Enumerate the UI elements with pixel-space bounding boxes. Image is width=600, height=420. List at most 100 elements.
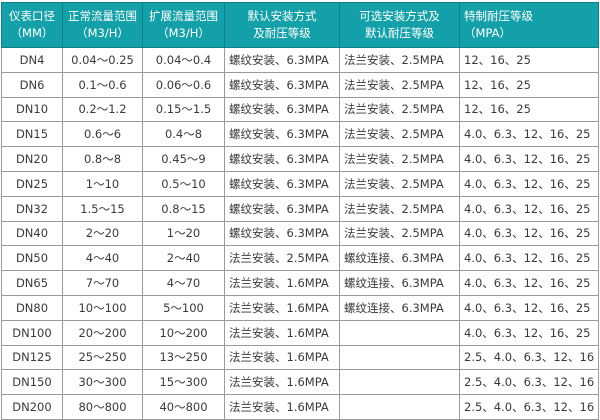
table-cell: 法兰安装、2.5MPA xyxy=(224,245,340,272)
header-text: （M3/H） xyxy=(76,26,129,40)
table-cell: 螺纹安装、6.3MPA xyxy=(224,220,340,247)
table-cell: 法兰安装、1.6MPA xyxy=(224,294,340,321)
table-cell: 螺纹安装、6.3MPA xyxy=(224,96,340,123)
table-cell: 4.0、6.3、12、16、25 xyxy=(459,170,599,197)
table-row: DN10 0.2～1.2 0.15～1.5 螺纹安装、6.3MPA 法兰安装、2.5MP… xyxy=(1,96,599,123)
table-cell: 法兰安装、1.6MPA xyxy=(224,319,340,346)
table-cell: 13～250 xyxy=(142,344,225,371)
table-cell: DN32 xyxy=(1,195,63,222)
table-cell: 法兰安装、1.6MPA xyxy=(224,394,340,420)
table-row: DN20 0.8～8 0.45～9 螺纹安装、6.3MPA 法兰安装、2.5MPA 4.0… xyxy=(1,146,599,172)
table-cell: 12、16、25 xyxy=(459,96,599,123)
table-cell: 40～800 xyxy=(142,394,225,420)
table-cell: DN15 xyxy=(1,121,63,148)
table-cell: 7～70 xyxy=(62,270,143,296)
table-cell: 螺纹安装、6.3MPA xyxy=(224,47,340,73)
table-row: DN32 1.5～15 0.8～15 螺纹安装、6.3MPA 法兰安装、2.5MPA 4.… xyxy=(1,195,599,222)
table-cell: 2.5、4.0、6.3、12、16 xyxy=(459,369,599,396)
table-cell: 0.6～6 xyxy=(62,121,143,148)
table-row: DN6 0.1～0.6 0.06～0.6 螺纹安装、6.3MPA 法兰安装、2.5MPA… xyxy=(1,71,599,98)
table-cell: 2～40 xyxy=(142,245,225,272)
header-default-install: 默认安装方式 及耐压等级 xyxy=(224,2,340,48)
table-cell: 1～10 xyxy=(62,170,143,197)
table-cell: 5～100 xyxy=(142,294,225,321)
table-cell: 15～300 xyxy=(142,369,225,396)
table-cell: 0.2～1.2 xyxy=(62,96,143,123)
table-cell: 0.1～0.6 xyxy=(62,71,143,98)
table-cell: 0.4～8 xyxy=(142,121,225,148)
table-cell: 10～200 xyxy=(142,319,225,346)
table-cell xyxy=(339,319,460,346)
table-cell: 法兰安装、2.5MPA xyxy=(339,220,460,247)
table-cell: 4.0、6.3、12、16、25 xyxy=(459,245,599,272)
table-cell: DN65 xyxy=(1,270,63,296)
table-cell: 0.04～0.25 xyxy=(62,47,143,73)
table-cell: 4.0、6.3、12、16、25 xyxy=(459,294,599,321)
table-cell: 80～800 xyxy=(62,394,143,420)
table-cell: DN50 xyxy=(1,245,63,272)
table-cell: 2.5、4.0、6.3、12、16 xyxy=(459,394,599,420)
table-cell: 法兰安装、2.5MPA xyxy=(339,71,460,98)
table-cell: DN25 xyxy=(1,170,63,197)
table-cell: DN150 xyxy=(1,369,63,396)
table-cell: 4～70 xyxy=(142,270,225,296)
table-cell: 螺纹安装、6.3MPA xyxy=(224,71,340,98)
table-row: DN4 0.04～0.25 0.04～0.4 螺纹安装、6.3MPA 法兰安装、2.5M… xyxy=(1,47,599,73)
table-cell: 法兰安装、2.5MPA xyxy=(339,170,460,197)
table-row: DN50 4～40 2～40 法兰安装、2.5MPA 螺纹连接、6.3MPA 4.0、6.… xyxy=(1,245,599,272)
table-row: DN40 2～20 1～20 螺纹安装、6.3MPA 法兰安装、2.5MPA 4.0、6.… xyxy=(1,220,599,247)
table-cell: DN100 xyxy=(1,319,63,346)
table-cell: 4.0、6.3、12、16、25 xyxy=(459,146,599,172)
table-cell: 法兰安装、2.5MPA xyxy=(339,96,460,123)
table-cell: DN6 xyxy=(1,71,63,98)
table-cell: DN80 xyxy=(1,294,63,321)
header-size: 仪表口径 （MM） xyxy=(1,2,63,48)
table-cell: 4.0、6.3、12、16、25 xyxy=(459,195,599,222)
table-cell: DN4 xyxy=(1,47,63,73)
table-cell: 0.04～0.4 xyxy=(142,47,225,73)
table-cell xyxy=(339,344,460,371)
table-cell xyxy=(339,394,460,420)
table-cell: 螺纹安装、6.3MPA xyxy=(224,121,340,148)
table-row: DN65 7～70 4～70 法兰安装、1.6MPA 螺纹连接、6.3MPA 4.0、6.… xyxy=(1,270,599,296)
table-cell: 0.8～8 xyxy=(62,146,143,172)
table-cell: 20～200 xyxy=(62,319,143,346)
table-row: DN80 10～100 5～100 法兰安装、1.6MPA 螺纹连接、6.3MPA 4.0… xyxy=(1,294,599,321)
header-text: 默认耐压等级 xyxy=(365,26,434,40)
table-cell: 螺纹安装、6.3MPA xyxy=(224,146,340,172)
header-extended-flow: 扩展流量范围 （M3/H） xyxy=(142,2,225,48)
table-cell: 4.0、6.3、12、16、25 xyxy=(459,121,599,148)
header-row: 仪表口径 （MM） 正常流量范围 （M3/H） 扩展流量范围 （M3/H） 默认安装方式 及耐… xyxy=(1,2,599,48)
table-cell: 螺纹连接、6.3MPA xyxy=(339,294,460,321)
header-text: 扩展流量范围 xyxy=(149,9,218,23)
table-row: DN150 30～300 15～300 法兰安装、1.6MPA 2.5、4.0、6.3、… xyxy=(1,369,599,396)
header-optional-install: 可选安装方式及 默认耐压等级 xyxy=(339,2,460,48)
table-cell: 螺纹连接、6.3MPA xyxy=(339,245,460,272)
table-row: DN100 20～200 10～200 法兰安装、1.6MPA 4.0、6.3、12、1… xyxy=(1,319,599,346)
table-cell: 法兰安装、1.6MPA xyxy=(224,369,340,396)
table-cell: DN40 xyxy=(1,220,63,247)
table-cell: 法兰安装、2.5MPA xyxy=(339,121,460,148)
table-cell: 12、16、25 xyxy=(459,47,599,73)
table-cell: 4.0、6.3、12、16、25 xyxy=(459,319,599,346)
header-normal-flow: 正常流量范围 （M3/H） xyxy=(62,2,143,48)
table-cell: 30～300 xyxy=(62,369,143,396)
table-row: DN200 80～800 40～800 法兰安装、1.6MPA 2.5、4.0、6.3、… xyxy=(1,394,599,420)
table-cell: 4.0、6.3、12、16、25 xyxy=(459,270,599,296)
table-cell: 法兰安装、1.6MPA xyxy=(224,344,340,371)
header-text: （MPA） xyxy=(464,26,511,40)
table-cell: 1.5～15 xyxy=(62,195,143,222)
table-cell: DN20 xyxy=(1,146,63,172)
table-cell: 10～100 xyxy=(62,294,143,321)
table-row: DN15 0.6～6 0.4～8 螺纹安装、6.3MPA 法兰安装、2.5MPA 4.0、… xyxy=(1,121,599,148)
table-row: DN25 1～10 0.5～10 螺纹安装、6.3MPA 法兰安装、2.5MPA 4.0、… xyxy=(1,170,599,197)
header-text: 正常流量范围 xyxy=(68,9,137,23)
header-text: 仪表口径 xyxy=(9,9,55,23)
table-cell: 法兰安装、2.5MPA xyxy=(339,146,460,172)
table-cell: 螺纹安装、6.3MPA xyxy=(224,170,340,197)
header-text: 默认安装方式 xyxy=(247,9,317,23)
table-cell: 螺纹连接、6.3MPA xyxy=(339,270,460,296)
table-cell: 0.45～9 xyxy=(142,146,225,172)
table-cell: 0.8～15 xyxy=(142,195,225,222)
table-cell: 2～20 xyxy=(62,220,143,247)
